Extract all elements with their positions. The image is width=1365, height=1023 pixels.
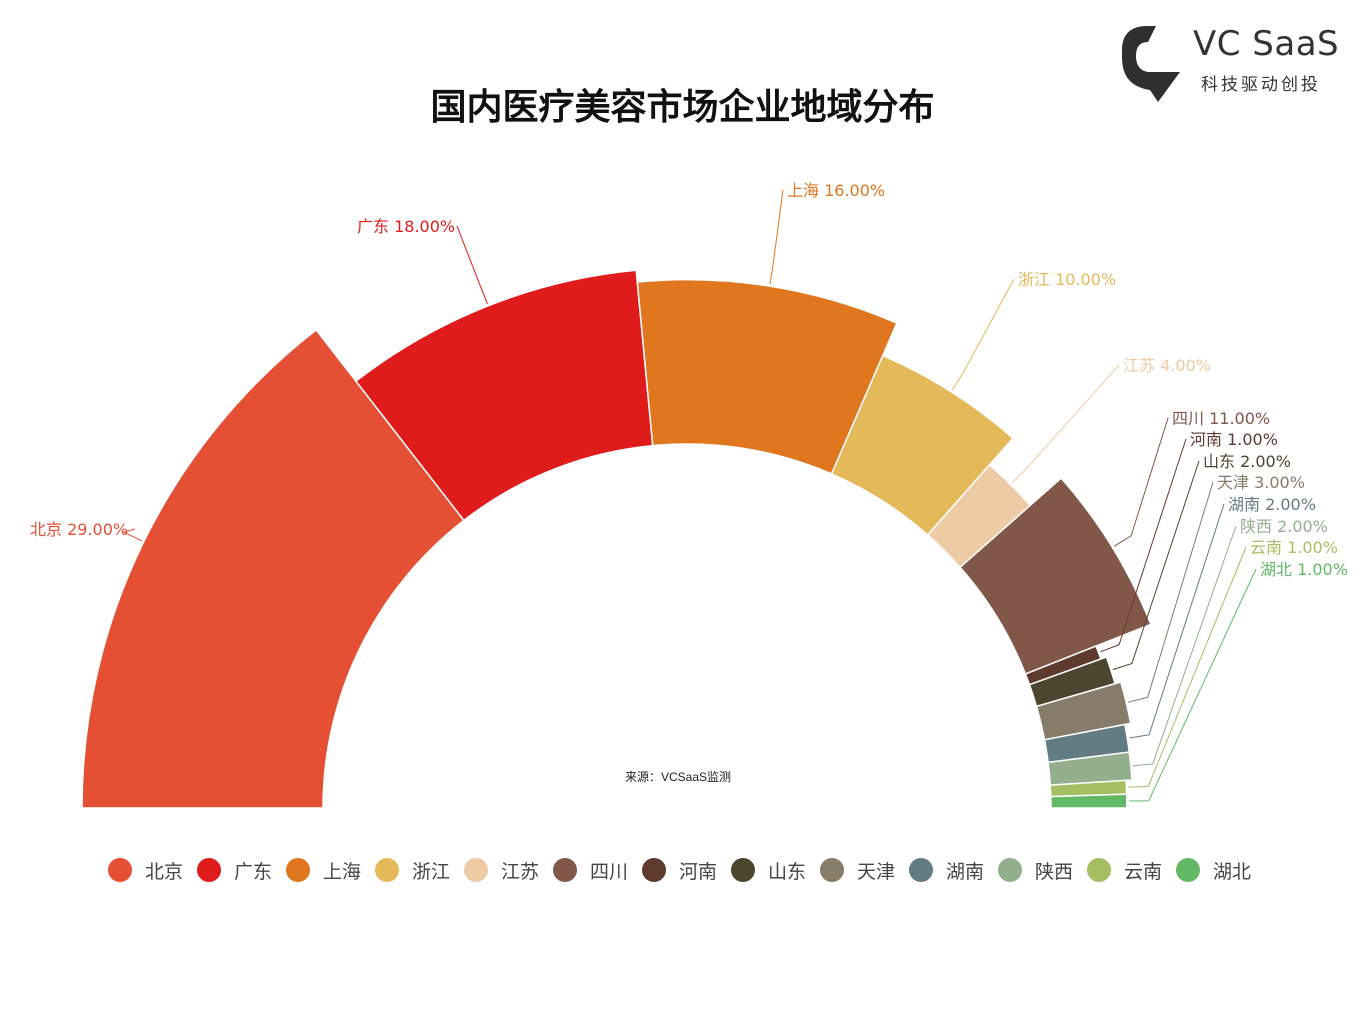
legend-label: 四川 [590,860,629,883]
legend-swatch [909,858,933,882]
legend-label: 河南 [679,860,718,883]
slice-sichuan [958,477,1152,675]
chart-title: 国内医疗美容市场企业地域分布 [430,87,935,128]
data-label-shandong: 山东 2.00% [1203,452,1291,471]
legend-item-shandong[interactable]: 山东 [731,852,806,888]
data-label-guangdong: 广东 18.00% [357,217,455,236]
legend-label: 云南 [1124,860,1163,883]
source-note: 来源：VCSaaS监测 [625,770,732,784]
chart-slices [81,269,1152,809]
data-labels: 北京 29.00% 广东 18.00% 上海 16.00% 浙江 10.00% 江苏 4… [30,181,1348,579]
data-label-shanghai: 上海 16.00% [787,181,885,200]
slice-shanghai [636,278,898,475]
legend-swatch [553,858,577,882]
leader-line-guangdong [456,225,488,305]
leader-line-henan [1100,438,1187,653]
leader-line-yunnan [1128,546,1247,788]
legend-swatch [998,858,1022,882]
data-label-jiangsu: 江苏 4.00% [1123,356,1211,375]
legend-swatch [1176,858,1200,882]
legend-label: 江苏 [501,860,540,883]
legend-item-hubei[interactable]: 湖北 [1176,852,1251,888]
legend-swatch [286,858,310,882]
data-label-shaanxi: 陕西 2.00% [1240,517,1328,536]
legend-label: 浙江 [412,860,451,883]
data-label-tianjin: 天津 3.00% [1217,473,1305,492]
legend-item-sichuan[interactable]: 四川 [553,852,628,888]
legend-swatch [108,858,132,882]
leader-line-shanghai [769,189,784,285]
legend-item-yunnan[interactable]: 云南 [1087,852,1162,888]
slice-hubei [1050,793,1128,809]
legend-item-hunan[interactable]: 湖南 [909,852,984,888]
legend-swatch [464,858,488,882]
legend-swatch [642,858,666,882]
legend-label: 北京 [145,860,184,883]
legend-swatch [197,858,221,882]
logo-tagline: 科技驱动创投 [1201,75,1321,95]
leader-line-tianjin [1128,481,1214,703]
legend-swatch [820,858,844,882]
data-label-hubei: 湖北 1.00% [1260,560,1348,579]
legend-swatch [1087,858,1111,882]
legend-label: 天津 [857,860,896,883]
leader-line-shaanxi [1132,525,1237,767]
data-label-beijing: 北京 29.00% [30,520,128,539]
legend-swatch [375,858,399,882]
legend-item-henan[interactable]: 河南 [642,852,717,888]
data-label-hunan: 湖南 2.00% [1228,495,1316,514]
legend-item-zhejiang[interactable]: 浙江 [375,852,450,888]
leader-line-zhejiang [951,278,1015,391]
legend-item-tianjin[interactable]: 天津 [820,852,895,888]
legend-label: 广东 [234,860,273,883]
legend-item-shanghai[interactable]: 上海 [286,852,361,888]
leader-line-hunan [1129,503,1225,739]
brand-logo: VC SaaS 科技驱动创投 [1118,20,1348,110]
slice-guangdong [354,269,654,522]
leader-line-shandong [1112,460,1200,671]
legend-item-guangdong[interactable]: 广东 [197,852,272,888]
data-label-henan: 河南 1.00% [1190,430,1278,449]
chart-legend: 北京 广东 上海 浙江 江苏 四川 河南 山东 天津 湖南 陕西 云南 湖北 [0,852,1365,892]
leader-line-hubei [1128,568,1257,802]
logo-brand-text: VC SaaS [1193,24,1340,64]
data-label-sichuan: 四川 11.00% [1172,409,1270,428]
slice-beijing [81,328,465,809]
leader-line-sichuan [1113,417,1169,547]
legend-label: 上海 [323,860,362,883]
data-label-yunnan: 云南 1.00% [1250,538,1338,557]
legend-item-beijing[interactable]: 北京 [108,852,183,888]
legend-label: 湖南 [946,860,985,883]
legend-label: 陕西 [1035,860,1074,883]
legend-item-jiangsu[interactable]: 江苏 [464,852,539,888]
data-label-zhejiang: 浙江 10.00% [1018,270,1116,289]
legend-swatch [731,858,755,882]
vc-saas-logo-icon [1122,26,1180,102]
legend-label: 湖北 [1213,860,1252,883]
leader-line-jiangsu [1011,364,1120,484]
leader-line-beijing [122,528,143,542]
legend-label: 山东 [768,860,807,883]
legend-item-shaanxi[interactable]: 陕西 [998,852,1073,888]
label-leader-lines [122,189,1257,802]
